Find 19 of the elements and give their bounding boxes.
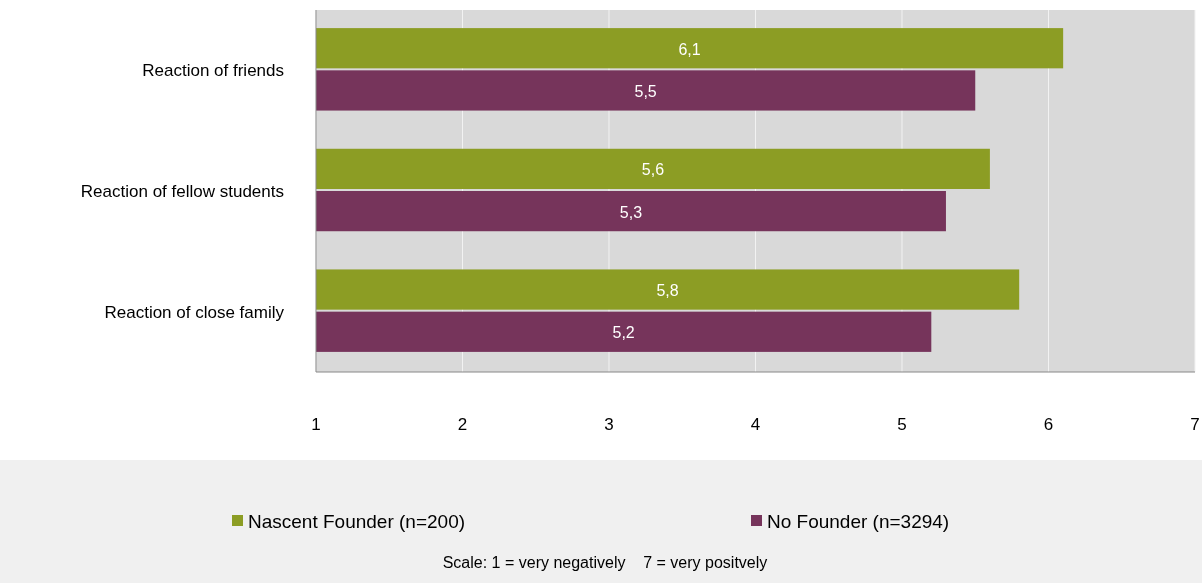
x-tick-label: 3 xyxy=(604,415,614,434)
data-label: 6,1 xyxy=(678,40,701,58)
legend-label: Nascent Founder (n=200) xyxy=(248,510,466,532)
text: Scale: 1 = very negatively 7 = very positvely xyxy=(442,554,768,571)
data-label: 5,5 xyxy=(634,83,657,101)
legend-label: No Founder (n=3294) xyxy=(767,510,950,532)
data-label: 5,3 xyxy=(619,203,643,221)
x-tick-label: 7 xyxy=(1190,415,1200,434)
y-tick-label: Reaction of fellow students xyxy=(80,181,284,201)
x-tick-label: 5 xyxy=(897,415,907,434)
y-tick-label: Reaction of close family xyxy=(104,302,285,322)
data-label: 5,8 xyxy=(656,282,679,300)
data-label: 5,2 xyxy=(612,324,635,342)
x-tick-label: 1 xyxy=(311,415,321,434)
x-tick-label: 2 xyxy=(457,415,468,434)
data-label: 5,6 xyxy=(641,161,665,179)
y-tick-label: Reaction of friends xyxy=(142,61,284,81)
x-tick-label: 6 xyxy=(1043,415,1054,434)
x-tick-label: 4 xyxy=(750,415,761,434)
